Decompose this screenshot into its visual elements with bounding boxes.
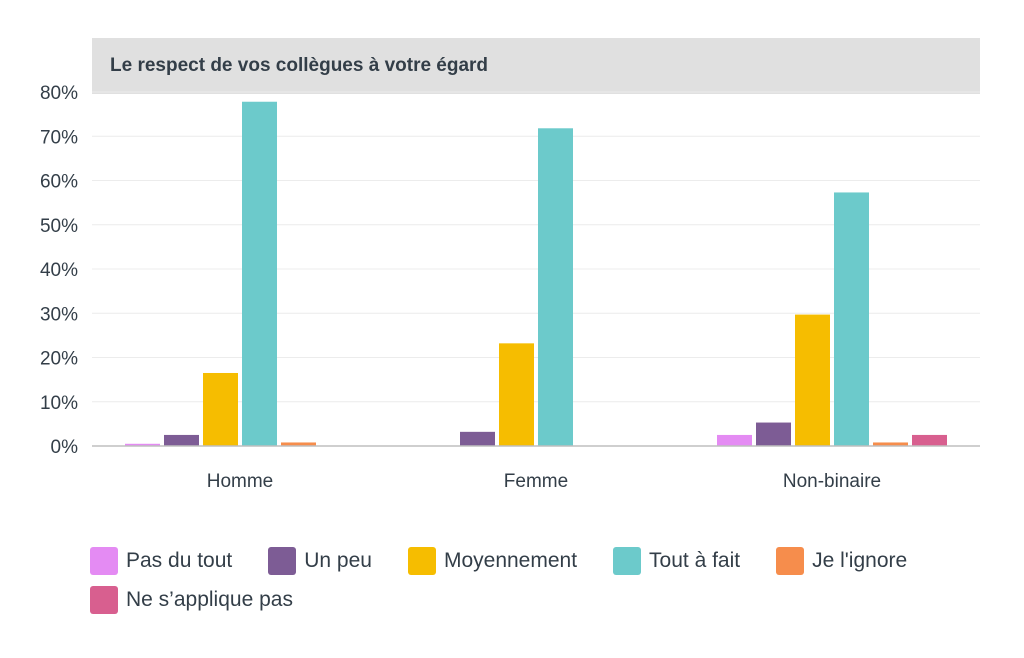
legend-label: Moyennement bbox=[443, 548, 578, 572]
legend-label: Tout à fait bbox=[649, 548, 741, 572]
bar bbox=[164, 434, 199, 446]
legend-item[interactable]: Tout à fait bbox=[613, 546, 741, 575]
y-tick-label: 30% bbox=[40, 304, 78, 325]
gridlines bbox=[92, 91, 980, 403]
y-tick-label: 50% bbox=[40, 216, 78, 237]
bars bbox=[125, 101, 947, 447]
bar bbox=[795, 314, 830, 446]
legend-label: Ne s’applique pas bbox=[126, 587, 293, 611]
x-tick-label: Non-binaire bbox=[783, 471, 881, 492]
legend-swatch bbox=[613, 546, 642, 575]
legend-item[interactable]: Moyennement bbox=[407, 546, 578, 575]
chart-title-bar bbox=[92, 38, 980, 94]
y-tick-label: 10% bbox=[40, 393, 78, 414]
chart-canvas: Le respect de vos collègues à votre égar… bbox=[40, 38, 980, 492]
bar bbox=[756, 422, 791, 446]
bar bbox=[203, 372, 238, 446]
y-tick-label: 20% bbox=[40, 349, 78, 370]
legend-swatch bbox=[90, 546, 118, 575]
y-axis-ticks: 0% 10% 20% 30% 40% 50% 60% 70% 80% bbox=[40, 83, 78, 458]
legend-swatch bbox=[90, 585, 118, 614]
legend-item[interactable]: Je l'ignore bbox=[776, 546, 908, 575]
bar bbox=[834, 192, 869, 446]
legend-swatch bbox=[268, 546, 297, 575]
bar bbox=[717, 434, 752, 446]
x-axis-ticks: Homme Femme Non-binaire bbox=[207, 471, 881, 492]
y-tick-label: 80% bbox=[40, 83, 78, 104]
y-tick-label: 40% bbox=[40, 260, 78, 281]
legend-item[interactable]: Un peu bbox=[268, 546, 372, 575]
bar bbox=[281, 442, 316, 446]
bar bbox=[873, 442, 908, 446]
bar bbox=[538, 128, 573, 446]
y-tick-label: 70% bbox=[40, 127, 78, 148]
y-tick-label: 0% bbox=[51, 437, 79, 458]
legend-label: Un peu bbox=[304, 548, 372, 572]
chart-title: Le respect de vos collègues à votre égar… bbox=[110, 55, 488, 76]
bar bbox=[499, 343, 534, 446]
bar bbox=[460, 431, 495, 446]
bar bbox=[912, 434, 947, 446]
legend: Pas du tout Un peu Moyennement Tout à fait J… bbox=[90, 546, 990, 614]
legend-item[interactable]: Pas du tout bbox=[90, 546, 233, 575]
legend-label: Pas du tout bbox=[126, 548, 233, 572]
bar bbox=[125, 443, 160, 446]
legend-item[interactable]: Ne s’applique pas bbox=[90, 585, 293, 614]
legend-swatch bbox=[407, 546, 436, 575]
y-tick-label: 60% bbox=[40, 172, 78, 193]
x-tick-label: Femme bbox=[504, 471, 568, 492]
x-tick-label: Homme bbox=[207, 471, 274, 492]
legend-swatch bbox=[776, 546, 805, 575]
legend-label: Je l'ignore bbox=[812, 548, 908, 572]
bar bbox=[242, 101, 277, 447]
